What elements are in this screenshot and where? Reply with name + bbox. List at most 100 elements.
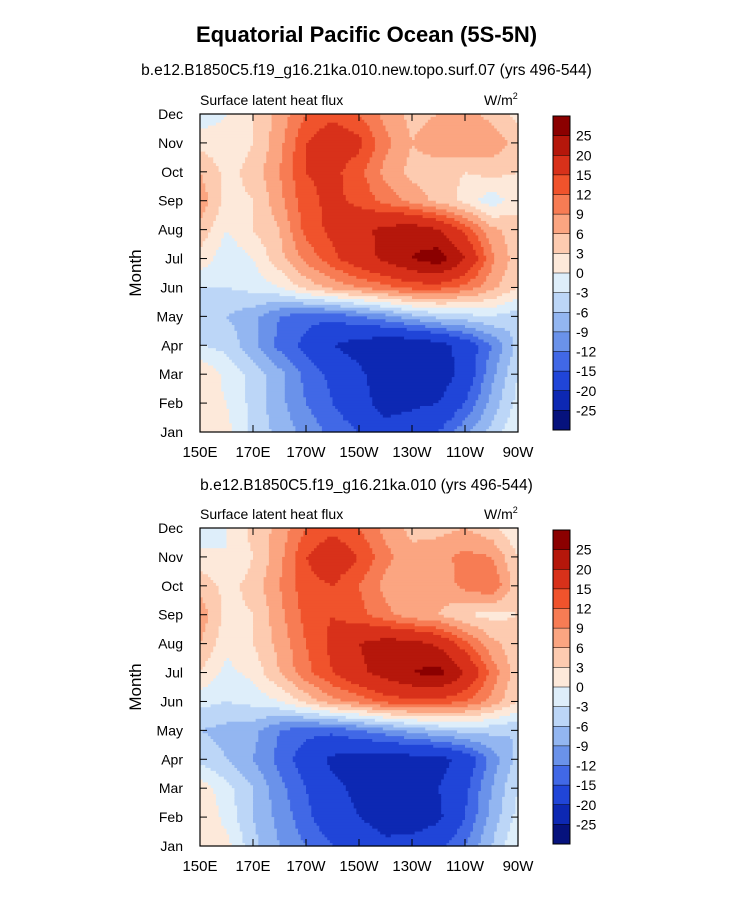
heatmap-cell — [499, 817, 514, 821]
heatmap-cell — [502, 342, 514, 346]
heatmap-cell — [200, 304, 257, 309]
heatmap-cell — [433, 403, 463, 407]
heatmap-cell — [332, 843, 448, 847]
heatmap-cell — [253, 793, 270, 798]
heatmap-cell — [231, 287, 286, 291]
heatmap-cell — [253, 623, 270, 627]
heatmap-cell — [504, 137, 519, 141]
colorbar-swatch — [553, 292, 570, 313]
heatmap-cell — [221, 379, 246, 384]
heatmap-cell — [496, 828, 511, 833]
heatmap-cell — [486, 666, 498, 671]
heatmap-cell — [366, 539, 387, 544]
heatmap-cell — [504, 788, 519, 792]
heatmap-cell — [475, 765, 487, 769]
heatmap-cell — [451, 681, 474, 685]
heatmap-cell — [467, 171, 516, 176]
heatmap-cell — [449, 203, 471, 208]
heatmap-cell — [200, 788, 214, 792]
heatmap-cell — [446, 388, 471, 393]
heatmap-cell — [451, 837, 469, 841]
heatmap-cell — [388, 131, 410, 135]
heatmap-cell — [446, 215, 463, 219]
heatmap-cell — [327, 701, 360, 705]
heatmap-cell — [253, 142, 270, 147]
heatmap-cell — [226, 756, 254, 760]
heatmap-cell — [308, 405, 336, 410]
colorbar-swatch — [553, 706, 570, 727]
heatmap-cell — [451, 417, 466, 422]
heatmap-cell — [441, 802, 469, 807]
heatmap-cell — [237, 336, 259, 341]
heatmap-cell — [382, 536, 410, 541]
heatmap-cell — [465, 209, 482, 213]
heatmap-cell — [282, 591, 299, 596]
heatmap-cell — [414, 145, 506, 150]
heatmap-cell — [329, 275, 357, 280]
heatmap-cell — [200, 218, 217, 222]
heatmap-cell — [480, 174, 503, 179]
heatmap-cell — [404, 736, 455, 740]
heatmap-cell — [380, 281, 424, 286]
heatmap-cell — [327, 629, 416, 633]
heatmap-cell — [488, 808, 503, 812]
heatmap-cell — [462, 620, 519, 624]
heatmap-cell — [454, 577, 501, 581]
heatmap-cell — [298, 600, 365, 604]
heatmap-cell — [451, 632, 469, 636]
heatmap-cell — [488, 426, 506, 430]
heatmap-cell — [207, 264, 257, 268]
heatmap-cell — [483, 684, 495, 688]
heatmap-cell — [480, 591, 495, 596]
heatmap-cell — [409, 154, 432, 158]
colorbar-swatch — [553, 530, 570, 550]
heatmap-cell — [472, 220, 487, 225]
heatmap-cell — [245, 843, 259, 847]
heatmap-cell — [430, 339, 471, 343]
heatmap-cell — [438, 724, 490, 729]
heatmap-cell — [200, 264, 209, 268]
heatmap-cell — [271, 814, 294, 818]
heatmap-cell — [496, 545, 514, 549]
heatmap-cell — [475, 353, 490, 358]
heatmap-cell — [441, 799, 469, 804]
colorbar-swatch — [553, 174, 570, 195]
heatmap-cell — [300, 608, 368, 613]
heatmap-cell — [239, 339, 259, 343]
heatmap-cell — [480, 779, 495, 783]
heatmap-cell — [470, 834, 482, 838]
heatmap-cell — [210, 785, 233, 789]
heatmap-cell — [311, 805, 355, 810]
heatmap-cell — [457, 186, 519, 190]
heatmap-cell — [329, 394, 371, 398]
heatmap-cell — [494, 414, 511, 419]
heatmap-cell — [308, 559, 357, 564]
heatmap-cell — [247, 417, 270, 422]
heatmap-cell — [231, 660, 262, 665]
heatmap-cell — [435, 301, 448, 306]
heatmap-cell — [504, 692, 519, 697]
heatmap-cell — [491, 747, 514, 752]
heatmap-cell — [388, 183, 418, 187]
heatmap-cell — [200, 345, 209, 349]
heatmap-cell — [295, 562, 310, 567]
heatmap-cell — [260, 660, 278, 665]
heatmap-cell — [467, 319, 519, 323]
heatmap-cell — [465, 588, 498, 593]
heatmap-cell — [364, 574, 384, 578]
heatmap-cell — [488, 733, 519, 737]
heatmap-cell — [457, 296, 498, 300]
heatmap-cell — [361, 580, 381, 584]
heatmap-cell — [284, 611, 302, 616]
colorbar-swatch — [553, 765, 570, 786]
heatmap-cell — [417, 539, 495, 544]
heatmap-cell — [353, 562, 373, 567]
heatmap-cell — [250, 145, 270, 150]
heatmap-cell — [298, 203, 320, 208]
heatmap-cell — [200, 571, 204, 575]
heatmap-cell — [247, 252, 267, 257]
y-tick-label: Jan — [160, 838, 183, 854]
heatmap-cell — [507, 591, 519, 596]
heatmap-cell — [488, 342, 503, 346]
panel2-subtitle: b.e12.B1850C5.f19_g16.21ka.010 (yrs 496-… — [200, 477, 533, 494]
